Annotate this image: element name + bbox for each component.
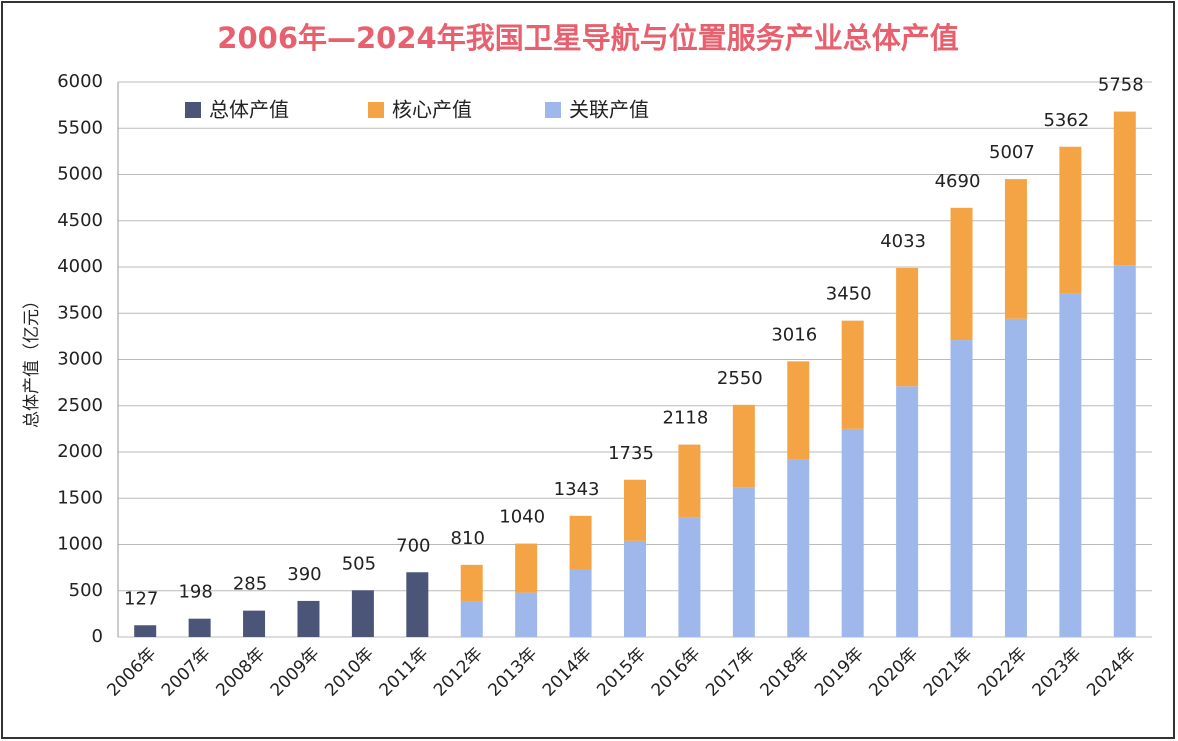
bar-segment [896, 386, 919, 637]
data-label: 3450 [826, 284, 872, 305]
bar-segment [841, 428, 864, 637]
bar-segment [1004, 318, 1027, 637]
data-label: 5758 [1098, 75, 1144, 96]
data-label: 810 [451, 528, 485, 549]
bar-segment [732, 487, 755, 637]
legend-swatch [368, 102, 384, 118]
data-label: 505 [342, 553, 376, 574]
bar-segment [460, 564, 483, 602]
bar-segment [896, 267, 919, 387]
bar-segment [1113, 265, 1136, 637]
data-label: 5362 [1043, 110, 1089, 131]
data-label: 5007 [989, 142, 1035, 163]
data-label: 1040 [499, 507, 545, 528]
bar-segment [134, 625, 157, 637]
bar-segment [351, 590, 374, 637]
legend-swatch [185, 102, 201, 118]
data-label: 3016 [771, 324, 817, 345]
bar-segment [515, 543, 538, 593]
y-tick-label: 4000 [57, 256, 103, 277]
y-tick-label: 500 [69, 580, 103, 601]
data-label: 285 [233, 574, 267, 595]
bar-segment [787, 361, 810, 460]
legend-label: 关联产值 [569, 98, 649, 122]
data-label: 198 [178, 582, 212, 603]
bar-segment [1059, 146, 1082, 294]
data-label: 390 [287, 564, 321, 585]
bar-segment [1004, 179, 1027, 319]
bar-segment [569, 515, 592, 570]
y-tick-label: 0 [92, 626, 103, 647]
bar-segment [1059, 293, 1082, 637]
y-tick-label: 2000 [57, 441, 103, 462]
data-label: 2118 [663, 408, 709, 429]
bar-segment [297, 600, 320, 637]
y-tick-label: 1500 [57, 487, 103, 508]
bar-segment [950, 207, 973, 341]
bar-segment [1113, 111, 1136, 266]
data-label: 4033 [880, 231, 926, 252]
data-label: 1343 [554, 479, 600, 500]
bar-segment [678, 444, 701, 518]
bar-segment [732, 404, 755, 488]
bar-segment [787, 459, 810, 637]
bar-segment [950, 340, 973, 637]
y-tick-label: 6000 [57, 71, 103, 92]
bar-segment [841, 320, 864, 429]
bar-segment [243, 610, 266, 637]
y-tick-label: 3000 [57, 349, 103, 370]
data-label: 2550 [717, 368, 763, 389]
y-tick-label: 5000 [57, 164, 103, 185]
y-tick-label: 1000 [57, 534, 103, 555]
y-tick-label: 2500 [57, 395, 103, 416]
y-axis-label: 总体产值（亿元） [22, 292, 42, 428]
data-label: 4690 [935, 171, 981, 192]
legend-label: 核心产值 [392, 98, 472, 122]
data-label: 127 [124, 588, 158, 609]
bar-segment [624, 479, 646, 541]
legend-label: 总体产值 [209, 98, 289, 122]
data-label: 700 [396, 535, 430, 556]
data-label: 1735 [608, 443, 654, 464]
y-tick-label: 3500 [57, 302, 103, 323]
y-tick-label: 5500 [57, 117, 103, 138]
bar-segment [460, 601, 483, 637]
legend-swatch [545, 102, 561, 118]
bar-segment [624, 540, 646, 637]
bar-segment [678, 517, 701, 637]
chart-title: 2006年—2024年我国卫星导航与位置服务产业总体产值 [217, 21, 958, 55]
bar-segment [569, 569, 592, 637]
bar-segment [188, 618, 211, 637]
bar-segment [406, 572, 429, 637]
y-tick-label: 4500 [57, 210, 103, 231]
bar-segment [515, 592, 538, 637]
